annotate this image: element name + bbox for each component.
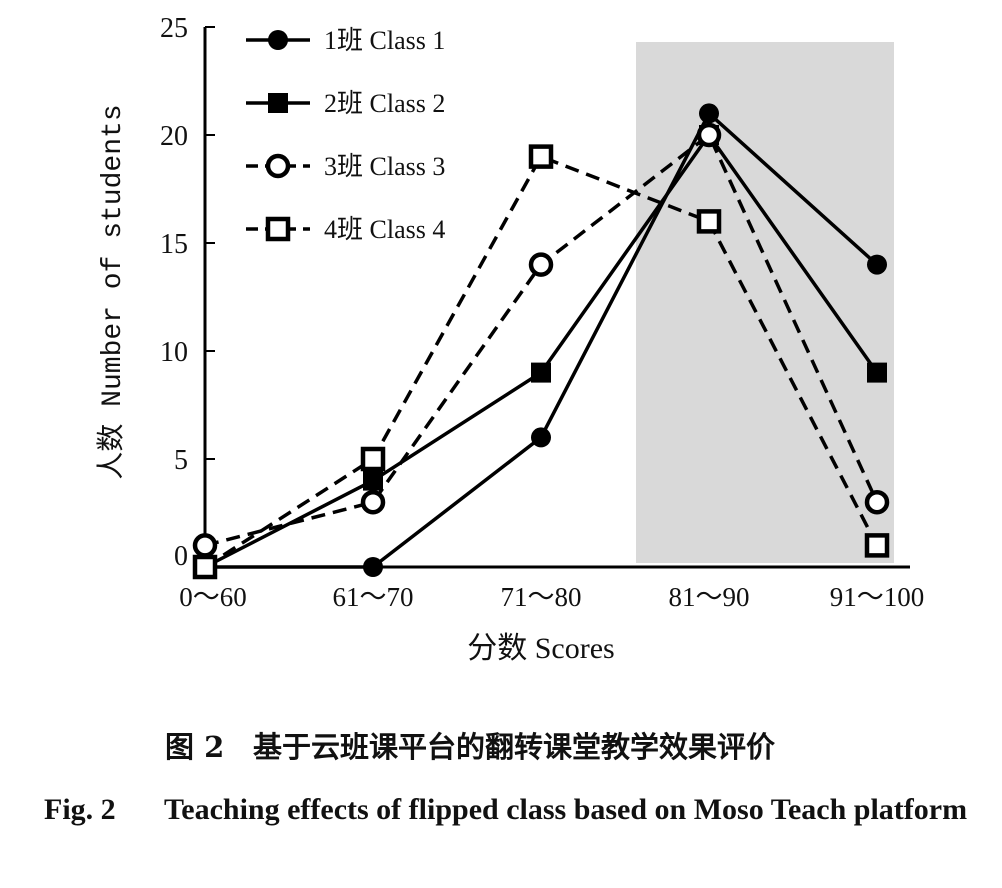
caption-chinese: 图 2 基于云班课平台的翻转课堂教学效果评价: [165, 724, 985, 766]
x-tick-label-2: 71～80: [501, 582, 582, 612]
series-4-point-2: [528, 144, 554, 169]
series-4-point-1: [360, 446, 386, 472]
y-axis-label: 人数 Number of students: [95, 104, 129, 479]
legend-marker-4: [265, 216, 291, 242]
series-4-point-3: [696, 209, 722, 234]
series-1-point-4: [867, 254, 887, 275]
chart-figure: 0 5 10 15 20 25 0～60 61～70 71～80 81～90 91～100 分数 Sc…: [95, 13, 925, 665]
x-tick-label-1: 61～70: [333, 582, 414, 612]
x-tick-label-0: 0～60: [179, 582, 247, 612]
y-tick-label-25: 25: [160, 13, 188, 44]
y-tick-label-15: 15: [160, 229, 188, 260]
legend: 1班 Class 1 2班 Class 2 3班 Class 3 4班 Class 4: [246, 26, 445, 244]
highlight-band: [636, 42, 894, 563]
series-3-point-0: [192, 533, 218, 558]
series-4-point-0: [192, 554, 218, 580]
series-3-point-1: [360, 489, 386, 515]
caption-cn-number: 图 2: [165, 730, 225, 764]
y-tick-label-5: 5: [174, 445, 188, 476]
x-tick-label-3: 81～90: [669, 582, 750, 612]
legend-label-1: 1班 Class 1: [324, 26, 445, 55]
y-tick-label-10: 10: [160, 337, 188, 368]
legend-label-4: 4班 Class 4: [324, 215, 445, 244]
line-chart: 0 5 10 15 20 25 0～60 61～70 71～80 81～90 91～100 分数 Sc…: [95, 13, 925, 665]
y-tick-label-20: 20: [160, 121, 188, 152]
series-3-point-4: [864, 489, 890, 515]
series-1-point-2: [531, 427, 551, 448]
series-3-point-2: [528, 252, 554, 277]
legend-marker-1: [268, 30, 288, 50]
caption-en-text: Teaching effects of flipped class based …: [164, 793, 968, 826]
series-3-point-3: [696, 122, 722, 148]
series-2-point-4: [867, 362, 887, 383]
series-1-point-3: [699, 103, 719, 124]
series-2-point-2: [531, 362, 551, 383]
legend-marker-2: [268, 93, 288, 113]
legend-marker-3: [265, 153, 291, 179]
x-tick-label-4: 91～100: [830, 582, 925, 612]
legend-label-3: 3班 Class 3: [324, 152, 445, 181]
caption-en-number: Fig. 2: [44, 793, 116, 826]
series-1-point-1: [363, 557, 383, 577]
y-tick-label-0: 0: [174, 541, 188, 572]
legend-label-2: 2班 Class 2: [324, 89, 445, 118]
caption-english: Fig. 2 Teaching effects of flipped class…: [44, 782, 984, 838]
caption-cn-text: 基于云班课平台的翻转课堂教学效果评价: [253, 730, 776, 764]
series-4-point-4: [864, 533, 890, 558]
series-line-4: [204, 154, 879, 569]
x-axis-label: 分数 Scores: [467, 632, 614, 665]
series-2-point-1: [363, 470, 383, 491]
series-4: [192, 144, 890, 580]
